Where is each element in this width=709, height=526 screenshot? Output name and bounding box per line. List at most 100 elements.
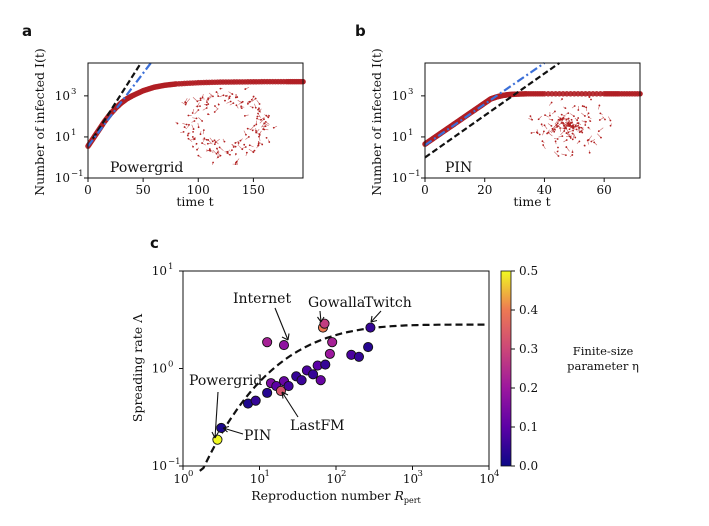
y-tick-exponent: −1 [408,169,421,179]
x-tick-label: 10 [250,472,265,486]
chart-b-xlabel: time t [513,194,550,209]
network-edge [554,119,559,125]
network-node [570,118,573,121]
network-illustration-powergrid [175,87,278,166]
network-edge [207,139,213,145]
network-node [185,102,188,104]
network-node [199,99,202,102]
colorbar-tick-label: 0.0 [519,459,538,473]
y-tick-exponent: 1 [168,262,173,272]
chart-b-title: PIN [445,160,472,176]
network-node [264,125,267,128]
network-node [531,118,533,121]
network-node [590,140,593,143]
network-node [560,113,563,116]
colorbar [500,270,512,467]
data-point-network [327,337,338,348]
network-node [561,135,564,138]
colorbar-tick-label: 0.1 [519,420,538,434]
network-node [205,107,208,109]
network-node [573,115,575,118]
network-node [241,148,244,151]
network-node [252,151,255,154]
panel-label-b: b [355,22,366,40]
network-edge [598,127,604,132]
network-node [550,101,553,104]
network-node [211,140,214,143]
network-node [583,105,586,108]
x-tick-exponent: 3 [418,469,423,479]
network-node [578,126,581,129]
network-node [561,98,563,100]
network-node [187,137,190,140]
network-node [241,100,244,103]
network-node [578,140,581,143]
y-tick-exponent: 0 [168,360,173,370]
x-tick-label: 0 [421,183,429,197]
network-node [195,142,198,145]
x-tick-label: 60 [597,183,612,197]
annotation-twitch: Twitch [364,295,412,311]
arrow-internet [274,307,289,341]
annotation-lastfm: LastFM [290,418,345,434]
x-tick-label: 0 [84,183,92,197]
y-tick-label: 10 [392,130,407,144]
network-node [598,119,601,121]
network-node [254,97,257,100]
network-node [258,133,261,136]
network-node [585,106,588,109]
x-tick-label: 10 [479,472,494,486]
network-node [598,104,601,107]
colorbar-label-line2: parameter η [567,359,639,373]
network-node [243,143,246,146]
network-node [240,105,243,108]
network-node [176,122,179,125]
network-node [235,104,238,107]
network-node [186,134,189,137]
network-node [573,105,576,107]
network-edge [185,98,191,104]
network-node [253,149,256,152]
y-tick-exponent: 3 [71,87,76,97]
network-node [212,161,214,164]
network-node [543,130,545,133]
network-node [559,117,562,120]
network-node [232,102,235,104]
data-point-network [319,318,330,329]
network-node [584,124,587,126]
network-node [245,133,247,136]
network-node [572,129,574,132]
chart-b-frame [424,62,641,179]
network-node [589,120,592,123]
chart-c-ylabel: Spreading rate Λ [130,313,145,422]
network-edge [553,151,559,157]
network-edge [194,109,199,115]
network-node [229,153,231,156]
colorbar-label-line1: Finite-size [573,344,634,358]
network-node [214,141,217,144]
network-node [219,87,222,90]
theory-curve [199,323,489,472]
network-node [207,139,210,141]
network-node [208,149,211,152]
network-node [253,124,256,127]
network-node [234,163,237,166]
network-node [207,98,209,101]
network-node [546,132,548,135]
network-node [207,97,210,100]
network-node [580,126,583,129]
colorbar-tick-label: 0.2 [519,381,538,395]
network-node [590,98,592,101]
x-tick-exponent: 0 [188,469,193,479]
chart-b-ylabel: Number of infected I(t) [369,48,384,196]
network-node [581,131,584,134]
network-edge [248,148,254,153]
data-point-network [307,369,319,380]
network-node [577,117,580,119]
network-node [191,112,194,114]
network-node [556,150,559,153]
network-node [569,135,572,138]
network-node [553,130,556,133]
